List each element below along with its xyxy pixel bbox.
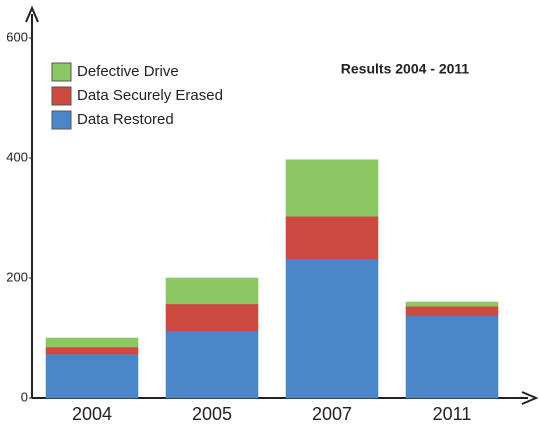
- bar-segment: [285, 215, 379, 260]
- legend-swatch: [51, 62, 72, 82]
- x-tick-label: 2004: [72, 404, 112, 424]
- x-tick-label: 2007: [312, 404, 352, 424]
- legend-swatch: [51, 86, 72, 106]
- bar-segment: [165, 330, 259, 399]
- bar-segment: [165, 277, 259, 305]
- bar-segment: [405, 315, 499, 399]
- x-tick-label: 2011: [433, 404, 472, 424]
- legend-label: Defective Drive: [77, 63, 179, 80]
- bar-segment: [405, 305, 499, 317]
- x-axis-arrow: [521, 391, 539, 405]
- bar-segment: [45, 346, 139, 355]
- y-tick-label: 400: [6, 149, 28, 164]
- bar-segment: [405, 301, 499, 307]
- legend-label: Data Restored: [77, 111, 174, 128]
- legend-label: Data Securely Erased: [77, 87, 223, 104]
- x-tick-label: 2005: [192, 404, 232, 424]
- y-tick-label: 0: [21, 389, 28, 404]
- legend-swatch: [51, 110, 72, 130]
- bar-segment: [45, 337, 139, 348]
- bar-segment: [285, 258, 379, 399]
- bar-segment: [285, 159, 379, 217]
- y-tick-label: 600: [6, 29, 28, 44]
- bar-segment: [45, 353, 139, 399]
- bar-segment: [165, 303, 259, 332]
- y-axis-arrow: [25, 5, 39, 23]
- chart-title: Results 2004 - 2011: [341, 61, 470, 77]
- y-tick-label: 200: [6, 269, 28, 284]
